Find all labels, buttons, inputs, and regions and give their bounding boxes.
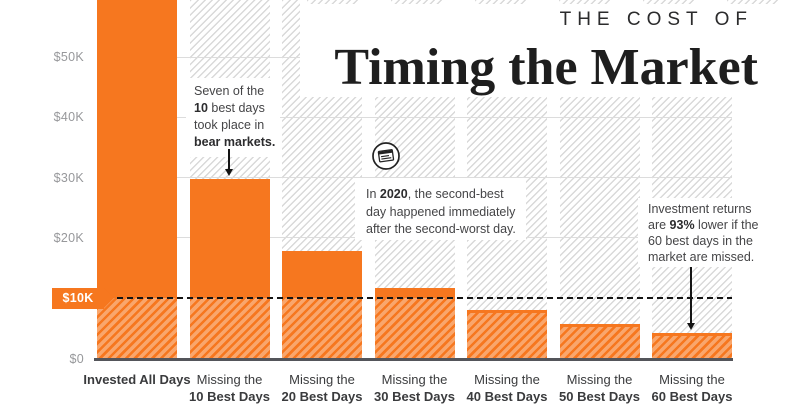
bar-hatched-segment bbox=[374, 298, 455, 359]
top-hatch-strip bbox=[643, 0, 696, 4]
x-axis-label: Missing the 60 Best Days bbox=[627, 371, 757, 405]
top-hatch-strip bbox=[727, 0, 780, 4]
annotation-bear-markets: Seven of the 10 best days took place in … bbox=[186, 78, 280, 157]
bar-solid-segment bbox=[189, 179, 270, 299]
x-label-line1: Missing the bbox=[474, 372, 540, 387]
x-label-line2: 20 Best Days bbox=[281, 389, 363, 404]
threshold-badge: $10K bbox=[52, 288, 114, 309]
y-tick-label: $0 bbox=[69, 351, 84, 366]
annotation-second-best-day: In 2020, the second-best day happened im… bbox=[355, 178, 526, 240]
gridline bbox=[97, 177, 732, 179]
top-hatch-strip bbox=[391, 0, 444, 4]
x-axis-label: Missing the 20 Best Days bbox=[257, 371, 387, 405]
threshold-badge-label: $10K bbox=[62, 291, 94, 305]
bar-solid-segment bbox=[97, 0, 177, 299]
x-axis-label: Missing the 40 Best Days bbox=[442, 371, 572, 405]
x-axis-label: Missing the 10 Best Days bbox=[165, 371, 295, 405]
bar-hatched-segment bbox=[97, 298, 177, 359]
bar-hatched-segment bbox=[652, 333, 732, 359]
top-hatch-strip bbox=[307, 0, 360, 4]
x-axis-label: Invested All Days bbox=[72, 371, 202, 388]
x-axis-label: Missing the 30 Best Days bbox=[350, 371, 480, 405]
x-axis-label: Missing the 50 Best Days bbox=[535, 371, 665, 405]
gridline bbox=[97, 116, 732, 118]
newspaper-icon bbox=[371, 141, 401, 171]
top-hatch-strip bbox=[475, 0, 528, 4]
x-label-line1: Missing the bbox=[289, 372, 355, 387]
annotation-returns-lower: Investment returns are 93% lower if the … bbox=[638, 198, 784, 267]
title-kicker: THE COST OF bbox=[559, 9, 753, 30]
annotation-arrow-returns-lower bbox=[687, 267, 695, 330]
page-title: Timing the Market bbox=[334, 39, 758, 96]
bar-solid-segment bbox=[282, 251, 362, 299]
x-label-line1: Missing the bbox=[566, 372, 633, 387]
x-axis-line bbox=[94, 358, 733, 361]
threshold-dashed-line bbox=[97, 297, 732, 299]
x-label-line1: Missing the bbox=[381, 372, 448, 387]
title-block: THE COST OF Timing the Market bbox=[300, 0, 765, 97]
annotation-arrow-bear-markets bbox=[225, 149, 233, 176]
x-label-line2: 50 Best Days bbox=[559, 389, 640, 404]
x-label-line2: 30 Best Days bbox=[374, 389, 455, 404]
x-label-line1: Missing the bbox=[196, 372, 263, 387]
bar-hatched-segment bbox=[559, 323, 640, 359]
top-hatch-strip bbox=[559, 0, 612, 4]
bar-hatched-segment bbox=[282, 298, 362, 359]
bar-hatched-segment bbox=[467, 309, 547, 359]
x-label-line2: 10 Best Days bbox=[189, 389, 270, 404]
x-label-line1: Missing the bbox=[659, 372, 725, 387]
x-label-line2: 60 Best Days bbox=[651, 389, 733, 404]
y-tick-label: $40K bbox=[53, 110, 84, 125]
x-label-line1: Invested All Days bbox=[83, 372, 191, 387]
y-tick-label: $20K bbox=[53, 230, 84, 245]
bar-hatched-segment bbox=[189, 298, 270, 359]
y-tick-label: $30K bbox=[53, 170, 84, 185]
x-label-line2: 40 Best Days bbox=[466, 389, 548, 404]
y-tick-label: $50K bbox=[53, 50, 84, 64]
bar-solid-segment bbox=[374, 287, 455, 299]
